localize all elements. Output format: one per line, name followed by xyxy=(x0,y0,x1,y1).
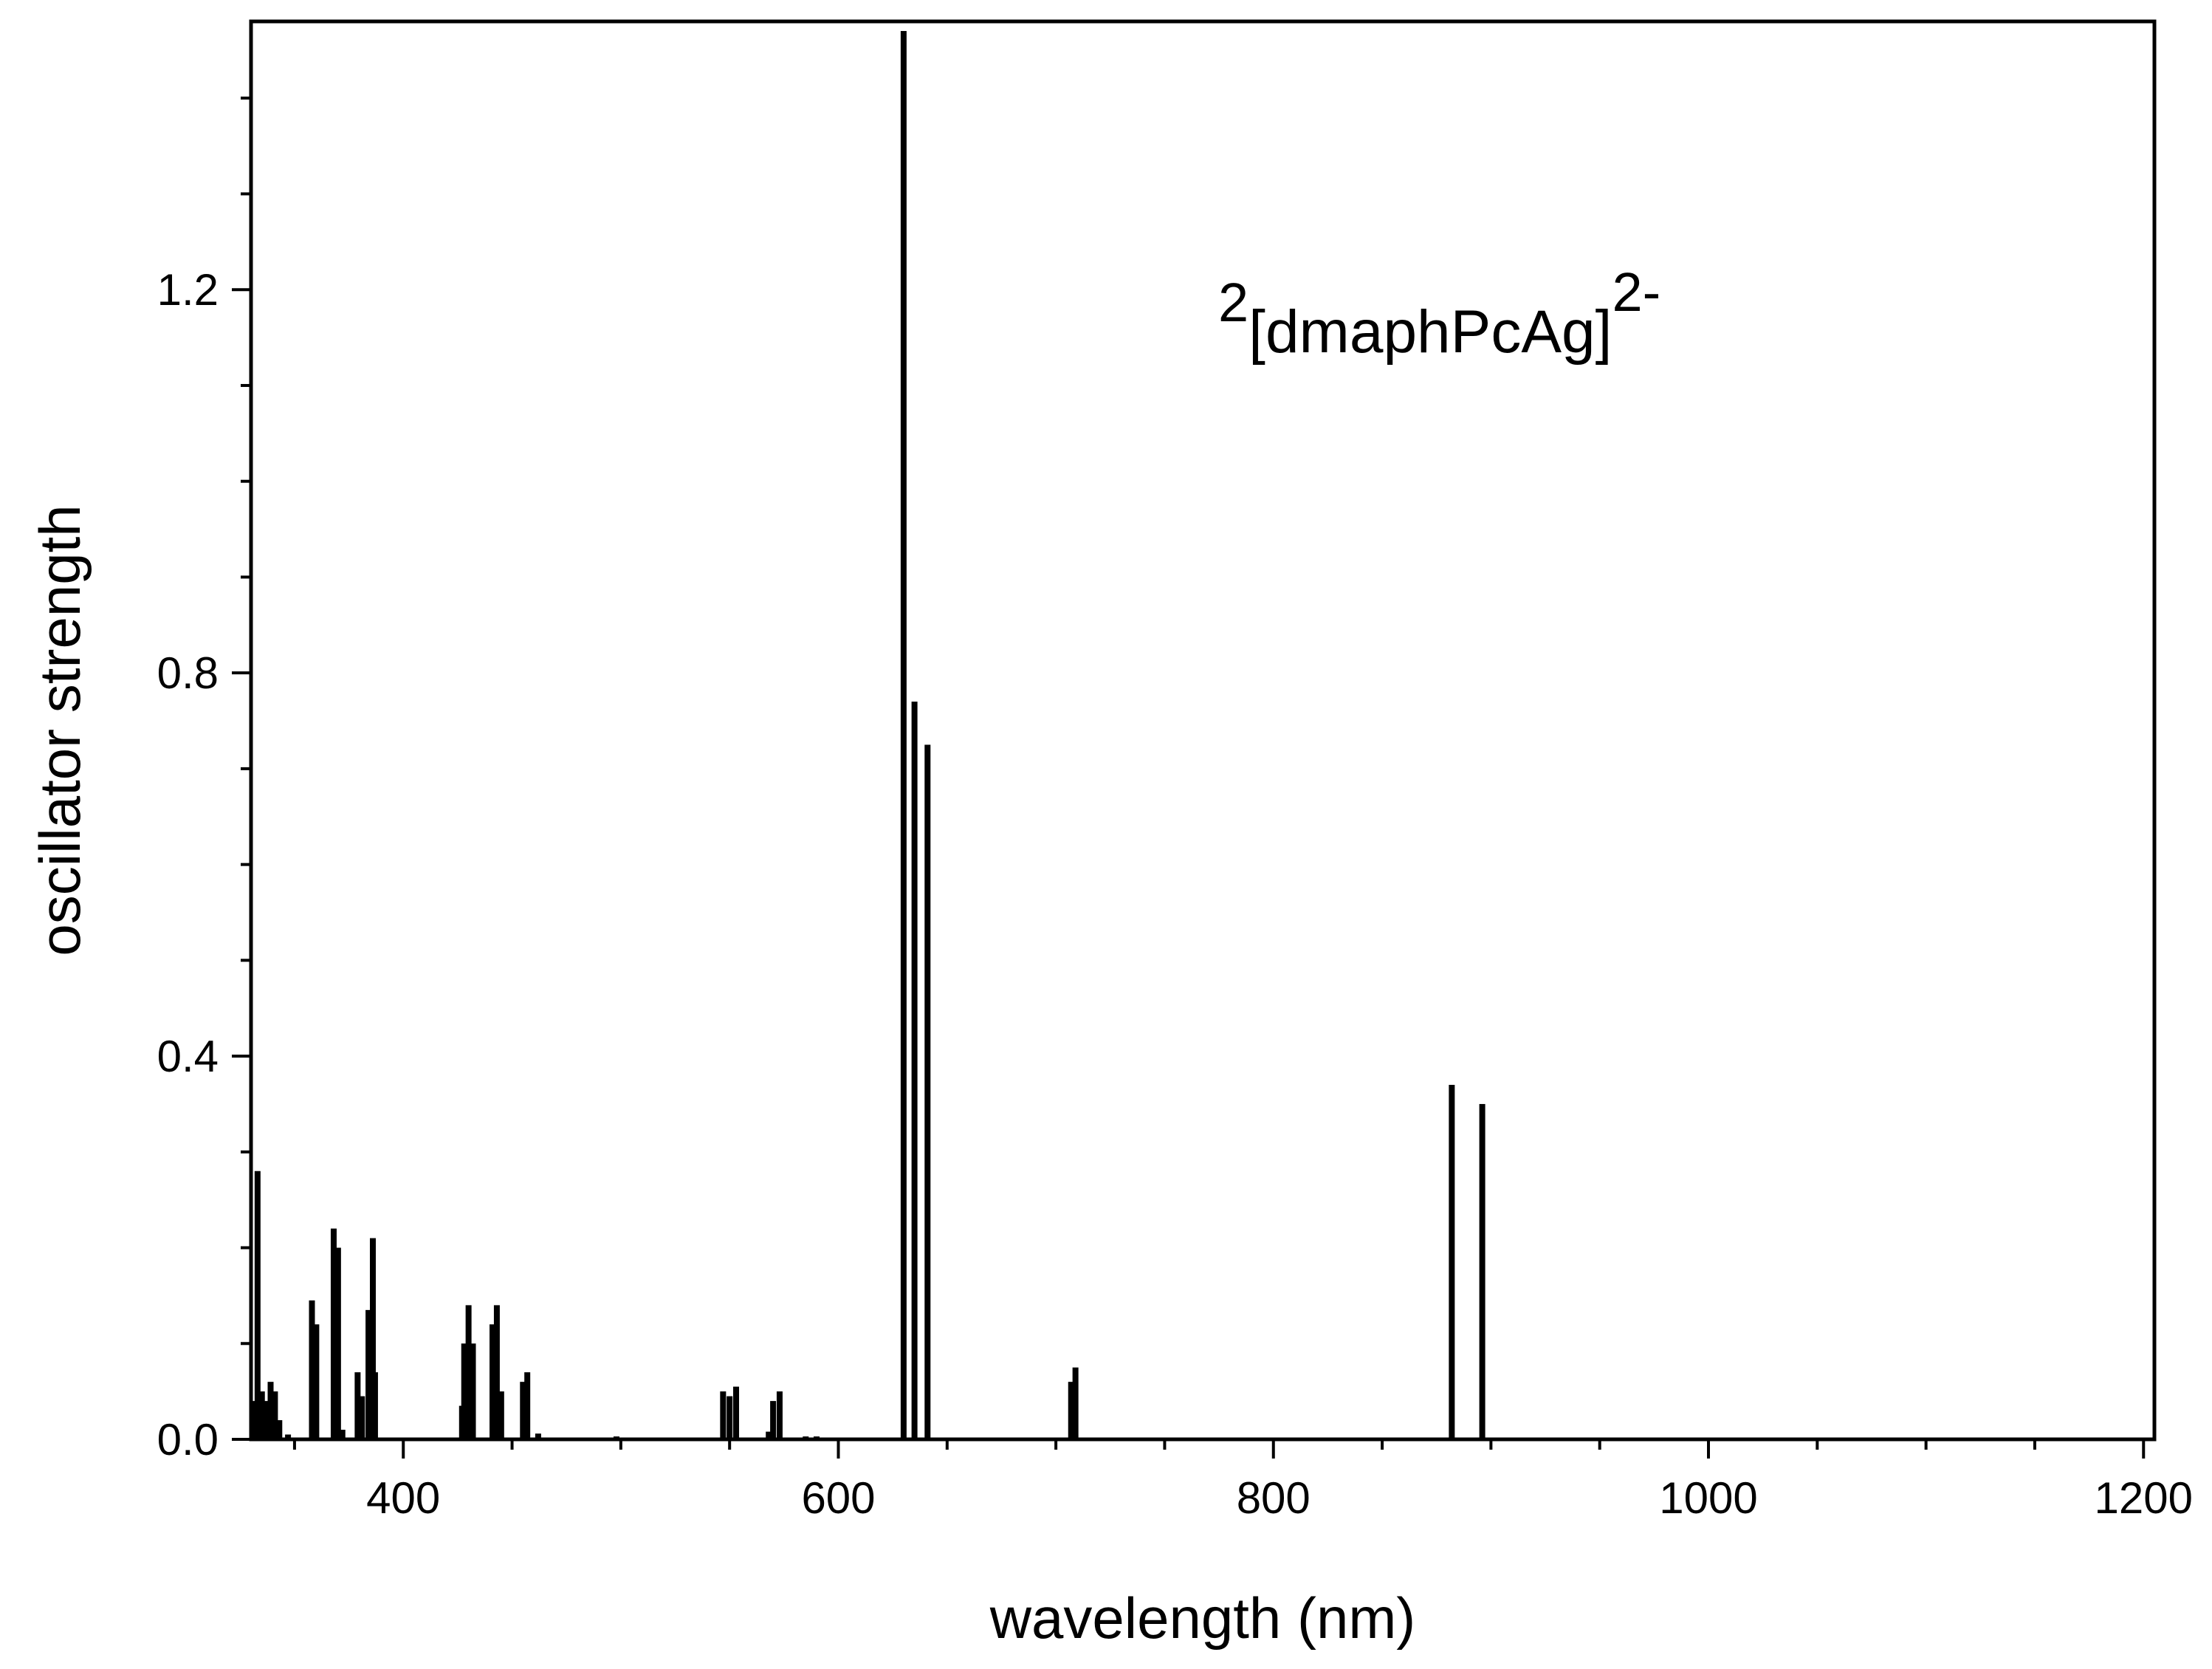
x-tick-label: 1000 xyxy=(1659,1473,1757,1523)
bar xyxy=(272,1391,278,1439)
bar xyxy=(1068,1382,1074,1439)
molecule-annotation: 2[dmaphPcAg]2- xyxy=(1218,261,1660,366)
annotation-prefix-superscript: 2 xyxy=(1218,272,1248,333)
bar xyxy=(490,1324,496,1439)
y-axis-ticks: 0.0 0.4 0.8 1.2 xyxy=(157,96,251,1464)
bar xyxy=(911,702,918,1439)
bar xyxy=(498,1391,504,1439)
bar xyxy=(924,744,931,1439)
plot-frame xyxy=(249,19,2157,1442)
bar xyxy=(254,1171,261,1439)
x-tick-label: 1200 xyxy=(2095,1473,2193,1523)
bar xyxy=(535,1433,541,1439)
bar xyxy=(470,1343,476,1439)
bar xyxy=(263,1401,269,1439)
bar xyxy=(359,1396,365,1439)
bar xyxy=(309,1300,315,1439)
bar xyxy=(493,1305,500,1439)
annotation-formula: [dmaphPcAg] xyxy=(1248,298,1612,366)
x-tick-label: 800 xyxy=(1237,1473,1311,1523)
y-axis-label: oscillator strength xyxy=(27,504,92,956)
bar xyxy=(369,1238,376,1439)
bar xyxy=(267,1382,274,1439)
bar xyxy=(520,1382,526,1439)
x-tick-label: 400 xyxy=(366,1473,440,1523)
bar xyxy=(770,1401,777,1439)
bar xyxy=(276,1420,283,1439)
bar xyxy=(766,1431,772,1439)
bar xyxy=(371,1372,378,1439)
bar xyxy=(720,1391,727,1439)
bar xyxy=(285,1434,292,1439)
bar xyxy=(727,1396,733,1439)
y-tick-label: 0.8 xyxy=(157,648,219,698)
y-tick-label: 0.0 xyxy=(157,1415,219,1464)
bar xyxy=(258,1391,265,1439)
bar xyxy=(524,1372,531,1439)
bar xyxy=(334,1247,341,1439)
bar xyxy=(330,1228,337,1439)
y-tick-label: 0.4 xyxy=(157,1032,219,1081)
bar xyxy=(900,30,907,1439)
bar xyxy=(339,1430,346,1439)
x-tick-label: 600 xyxy=(801,1473,875,1523)
bar xyxy=(1449,1085,1455,1439)
bar xyxy=(354,1372,361,1439)
bar xyxy=(313,1324,320,1439)
bar xyxy=(465,1305,472,1439)
bar xyxy=(733,1386,740,1439)
bar xyxy=(1479,1103,1485,1439)
annotation-charge-superscript: 2- xyxy=(1612,261,1660,323)
bar xyxy=(365,1309,372,1439)
bar xyxy=(776,1391,783,1439)
bar xyxy=(1072,1367,1079,1439)
x-axis-label: wavelength (nm) xyxy=(989,1586,1416,1651)
bars-group xyxy=(250,30,1485,1439)
x-axis-ticks: 400 600 800 1000 1200 xyxy=(292,1439,2193,1523)
bar xyxy=(250,1401,256,1439)
y-tick-label: 1.2 xyxy=(157,265,219,315)
